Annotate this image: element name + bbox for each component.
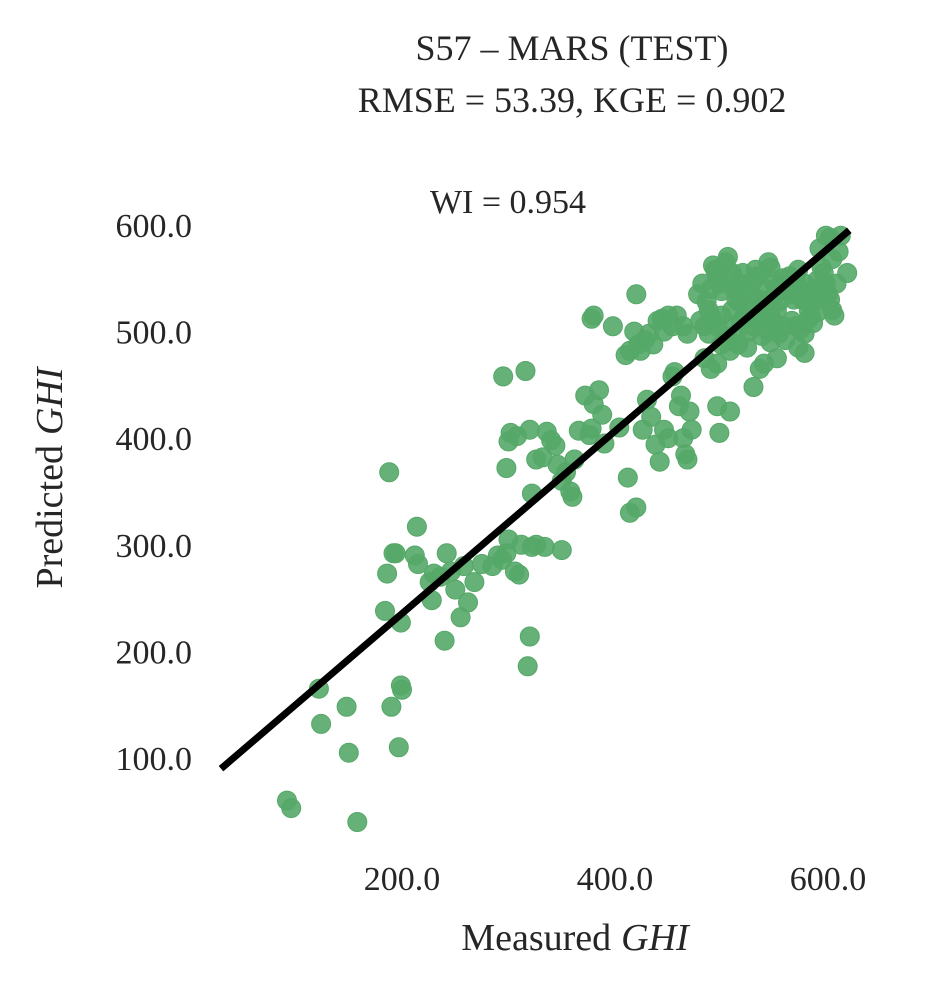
data-point [377,563,398,584]
data-point [581,418,602,439]
data-point [392,679,412,700]
y-tick-label: 600.0 [116,208,193,245]
data-point [679,401,700,422]
data-point [338,742,359,763]
x-tick-label: 400.0 [577,861,654,898]
data-point [458,592,478,613]
data-point [583,305,604,326]
data-point [311,713,332,734]
data-point [617,467,638,488]
y-tick-label: 500.0 [116,315,193,352]
data-point [626,284,647,305]
data-point [464,572,485,593]
data-point [281,798,302,819]
x-ticks: 200.0 400.0 600.0 [364,861,867,898]
data-point [737,337,758,358]
data-point [677,449,698,470]
y-tick-label: 200.0 [116,634,193,671]
data-point [388,737,409,758]
data-point [517,656,538,677]
data-point [602,316,623,337]
fit-line-layer [218,227,852,772]
data-point [641,406,662,427]
data-point [837,263,858,283]
y-ticks: 100.0 200.0 300.0 400.0 500.0 600.0 [116,208,193,778]
data-point [551,540,572,561]
x-tick-label: 600.0 [790,861,867,898]
data-point [677,323,698,344]
data-point [671,385,691,406]
data-point [681,419,702,440]
points-layer [277,225,858,832]
data-point [336,696,357,717]
wi-annotation: WI = 0.954 [430,184,586,221]
x-axis-label-var: GHI [621,917,691,959]
y-axis-label-var: GHI [29,365,71,435]
data-point [375,600,395,621]
chart-title: S57 – MARS (TEST) [415,28,728,68]
data-point [709,422,730,443]
data-point [408,554,428,574]
data-point [381,696,402,717]
data-point [519,419,540,440]
data-point [445,579,466,600]
data-point [509,564,530,585]
data-point [385,543,406,564]
data-point [743,377,764,397]
data-point [794,342,815,363]
data-point [562,486,583,507]
data-point [545,435,566,456]
fit-line [218,227,852,772]
data-point [434,630,455,651]
data-point [649,451,670,472]
data-point [493,366,514,387]
data-point [824,305,845,326]
chart-subtitle: RMSE = 53.39, KGE = 0.902 [358,80,787,120]
data-point [436,543,457,564]
x-axis-label-main: Measured [461,917,611,959]
data-point [766,348,787,369]
data-point [592,404,613,425]
y-tick-label: 300.0 [116,528,193,565]
data-point [515,361,536,381]
y-axis-label: Predicted GHI [29,365,71,588]
data-point [347,812,368,832]
data-point [626,497,647,518]
x-axis-label: Measured GHI [461,917,691,959]
y-axis-label-main: Predicted [29,445,71,589]
y-tick-label: 400.0 [116,421,193,458]
data-point [379,462,400,483]
data-point [589,380,609,401]
data-point [496,458,517,478]
data-point [643,334,664,355]
data-point [707,353,728,374]
data-point [720,401,740,422]
data-point [406,516,427,537]
data-point [519,626,540,647]
data-point [807,302,828,323]
y-tick-label: 100.0 [116,741,193,778]
x-tick-label: 200.0 [364,861,441,898]
data-point [534,536,555,557]
